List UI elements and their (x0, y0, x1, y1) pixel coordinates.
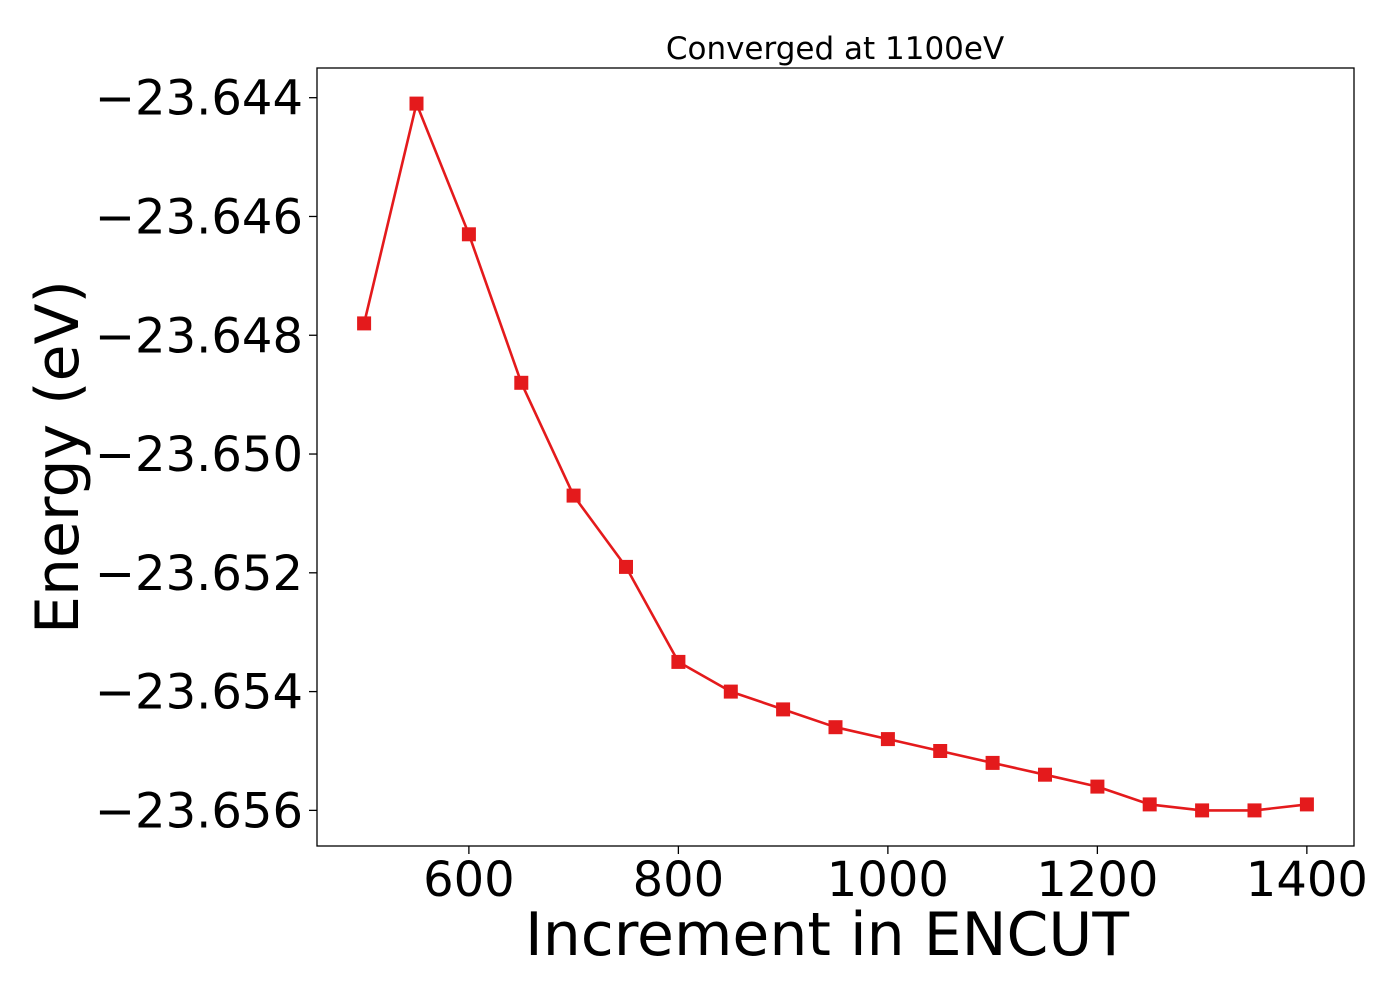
chart-title: Converged at 1100eV (666, 31, 1004, 67)
y-tick-label: −23.652 (95, 546, 303, 602)
axes-frame (316, 67, 1355, 847)
data-point-marker (933, 744, 948, 758)
y-tick-label: −23.644 (95, 71, 303, 127)
y-tick-label: −23.654 (95, 665, 303, 721)
data-point-marker (566, 488, 581, 503)
data-point-marker (409, 96, 424, 111)
data-point-marker (619, 559, 633, 574)
data-point-marker (723, 684, 738, 699)
y-axis: −23.644 −23.646 −23.648 −23.650 −23.652 −23.6… (95, 71, 317, 839)
data-point-marker (985, 755, 1000, 770)
data-point-marker (671, 654, 686, 669)
data-point-marker (357, 316, 372, 331)
data-point-marker (1090, 779, 1105, 794)
data-point-marker (514, 375, 529, 390)
data-point-marker (461, 227, 476, 242)
y-tick-label: −23.656 (95, 783, 303, 839)
x-axis: 600 800 1000 1200 1400 (423, 846, 1368, 908)
data-point-marker (880, 732, 895, 747)
x-tick-label: 1000 (827, 852, 949, 908)
x-tick-label: 1200 (1036, 852, 1158, 908)
data-point-marker (1195, 803, 1210, 818)
x-tick-label: 1400 (1246, 852, 1368, 908)
y-tick-label: −23.646 (95, 189, 303, 245)
data-point-marker (1299, 797, 1314, 812)
data-point-marker (1142, 797, 1157, 812)
y-tick-label: −23.650 (95, 427, 303, 483)
data-point-marker (1247, 803, 1262, 818)
y-tick-label: −23.648 (95, 308, 303, 364)
plot-area (357, 96, 1314, 818)
data-point-marker (828, 720, 843, 735)
x-tick-label: 600 (423, 852, 515, 908)
x-axis-label: Increment in ENCUT (525, 900, 1129, 970)
data-point-marker (776, 702, 791, 717)
y-axis-label: Energy (eV) (23, 280, 93, 634)
x-tick-label: 800 (633, 852, 725, 908)
data-point-marker (1038, 767, 1052, 782)
